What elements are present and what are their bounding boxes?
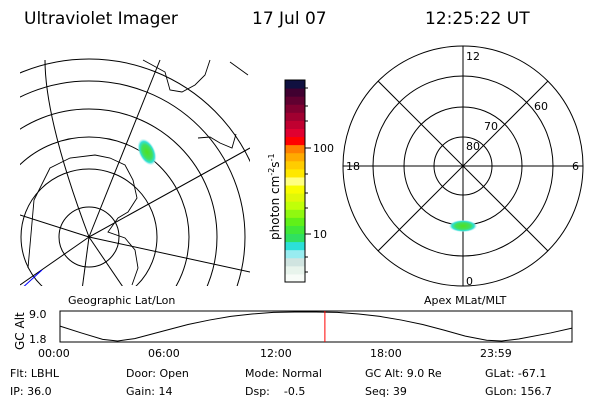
- antarctica-coastline: [27, 154, 139, 286]
- mlat-label-80: 80: [466, 140, 480, 153]
- xtick: 00:00: [38, 347, 70, 360]
- colorbar-tick-10: 10: [313, 228, 327, 241]
- mlt-label-18: 18: [346, 160, 360, 173]
- altitude-chart: [59, 311, 573, 342]
- xtick: 06:00: [148, 347, 180, 360]
- latitude-circles: [20, 58, 250, 286]
- status-gain: Gain: 14: [126, 385, 173, 398]
- colorbar-swatch: [285, 257, 305, 267]
- time-label: 12:25:22 UT: [425, 9, 530, 29]
- status-ip: IP: 36.0: [10, 385, 52, 398]
- australia-coastline: [142, 59, 249, 93]
- colorbar-ticks: [305, 87, 311, 273]
- status-gc-alt: GC Alt: 9.0 Re: [365, 367, 442, 380]
- colorbar-swatch: [285, 273, 305, 283]
- orbit-track: [23, 269, 43, 286]
- status-filter: Flt: LBHL: [10, 367, 60, 380]
- colorbar-swatch: [285, 104, 305, 113]
- ytick-max: 9.0: [29, 308, 47, 321]
- right-map-label: Apex MLat/MLT: [424, 294, 507, 307]
- colorbar-swatch: [285, 152, 305, 162]
- status-door: Door: Open: [126, 367, 189, 380]
- colorbar-swatch: [285, 193, 305, 202]
- status-dsp: Dsp: -0.5: [245, 385, 305, 398]
- colorbar-swatch: [285, 249, 305, 259]
- colorbar-swatch: [285, 112, 305, 121]
- chart-frame: [59, 310, 573, 343]
- colorbar-swatch: [285, 160, 305, 170]
- aurora-emission: [449, 220, 477, 232]
- longitude-lines: [20, 59, 250, 286]
- colorbar-swatch: [285, 168, 305, 178]
- magnetic-polar-map: [342, 45, 584, 287]
- colorbar-swatch: [285, 209, 305, 218]
- colorbar-swatch: [285, 201, 305, 210]
- status-seq: Seq: 39: [365, 385, 407, 398]
- instrument-title: Ultraviolet Imager: [24, 9, 178, 29]
- colorbar-tick-100: 100: [313, 142, 334, 155]
- xtick: 23:59: [480, 347, 512, 360]
- new-zealand-coastline: [197, 133, 237, 149]
- colorbar-swatch: [285, 144, 305, 154]
- colorbar-swatch: [285, 241, 305, 251]
- left-map-label: Geographic Lat/Lon: [68, 294, 175, 307]
- status-glat: GLat: -67.1: [485, 367, 546, 380]
- colorbar: [285, 80, 305, 283]
- aurora-emission: [137, 138, 157, 166]
- xtick: 12:00: [260, 347, 292, 360]
- colorbar-swatch: [285, 265, 305, 275]
- date-label: 17 Jul 07: [252, 9, 327, 29]
- chart-ylabel: GC Alt: [13, 312, 27, 350]
- colorbar-swatch: [285, 88, 305, 97]
- geographic-map: [20, 58, 250, 286]
- altitude-line: [59, 311, 573, 342]
- colorbar-frame: [284, 79, 306, 283]
- status-mode: Mode: Normal: [245, 367, 322, 380]
- xtick: 18:00: [370, 347, 402, 360]
- mlt-label-6: 6: [572, 160, 579, 173]
- colorbar-swatch: [285, 96, 305, 105]
- colorbar-swatch: [285, 185, 305, 194]
- colorbar-swatch: [285, 233, 305, 243]
- mlat-label-70: 70: [484, 120, 498, 133]
- colorbar-label: photon cm-2s-1: [267, 153, 282, 240]
- colorbar-swatch: [285, 176, 305, 186]
- colorbar-swatch: [285, 217, 305, 226]
- colorbar-swatch: [285, 128, 305, 138]
- colorbar-swatch: [285, 80, 305, 89]
- colorbar-swatch: [285, 136, 305, 146]
- status-glon: GLon: 156.7: [485, 385, 552, 398]
- colorbar-swatch: [285, 225, 305, 235]
- ytick-min: 1.8: [29, 333, 47, 346]
- mlt-label-12: 12: [466, 50, 480, 63]
- mlt-label-0: 0: [466, 275, 473, 288]
- colorbar-swatch: [285, 120, 305, 129]
- status-panel: Flt: LBHL Door: Open Mode: Normal GC Alt…: [10, 367, 552, 398]
- mlat-label-60: 60: [534, 100, 548, 113]
